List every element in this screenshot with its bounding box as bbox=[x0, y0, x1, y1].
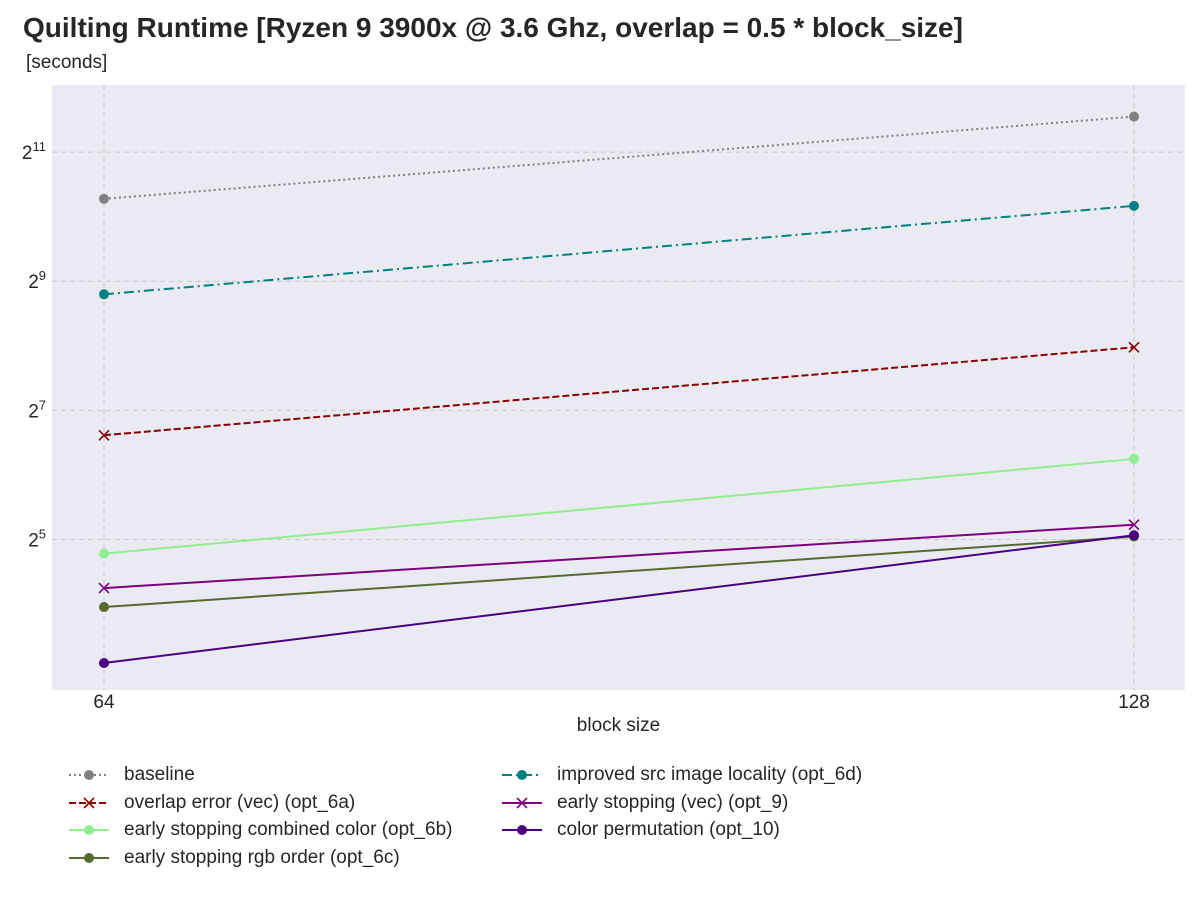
legend-marker bbox=[84, 825, 94, 835]
series-line bbox=[103, 523, 1135, 590]
legend-item: early stopping rgb order (opt_6c) bbox=[68, 845, 400, 871]
data-point bbox=[99, 193, 109, 204]
data-point bbox=[1129, 453, 1139, 464]
data-point bbox=[1129, 530, 1139, 541]
y-tick-label: 27 bbox=[28, 397, 46, 422]
series-line bbox=[103, 457, 1135, 555]
x-tick-label: 64 bbox=[93, 692, 115, 713]
series-line bbox=[103, 534, 1135, 664]
legend-marker bbox=[84, 852, 94, 863]
series-line bbox=[103, 346, 1135, 437]
legend-marker bbox=[517, 825, 527, 835]
legend-swatch bbox=[69, 770, 109, 780]
data-point bbox=[1129, 200, 1139, 211]
legend-item: improved src image locality (opt_6d) bbox=[501, 762, 862, 788]
legend-label: improved src image locality (opt_6d) bbox=[557, 764, 863, 785]
legend-marker bbox=[516, 796, 528, 809]
legend-marker bbox=[517, 770, 527, 780]
series-5 bbox=[98, 519, 1140, 594]
data-point bbox=[99, 658, 109, 668]
series-line bbox=[103, 535, 1135, 609]
series-1 bbox=[98, 341, 1140, 441]
legend-swatch bbox=[69, 825, 109, 835]
data-point bbox=[98, 429, 110, 441]
legend-marker bbox=[84, 770, 94, 780]
legend-swatch bbox=[502, 796, 542, 809]
legend-label: early stopping rgb order (opt_6c) bbox=[124, 846, 400, 868]
legend-label: early stopping (vec) (opt_9) bbox=[557, 791, 789, 813]
series-line bbox=[103, 204, 1135, 296]
series-2 bbox=[99, 453, 1139, 559]
plot-area bbox=[52, 85, 1185, 690]
legend-label: baseline bbox=[124, 764, 195, 785]
legend-item: early stopping combined color (opt_6b) bbox=[68, 817, 452, 843]
x-tick-label: 128 bbox=[1118, 692, 1150, 713]
data-point bbox=[98, 582, 110, 594]
chart-title: Quilting Runtime [Ryzen 9 3900x @ 3.6 Gh… bbox=[23, 12, 963, 43]
legend-swatch bbox=[502, 770, 542, 780]
legend-marker bbox=[83, 796, 95, 809]
y-tick-label: 29 bbox=[28, 268, 46, 293]
legend-item: early stopping (vec) (opt_9) bbox=[501, 790, 788, 816]
data-point bbox=[99, 602, 109, 613]
legend-swatch bbox=[69, 852, 109, 863]
legend-item: baseline bbox=[68, 762, 195, 788]
legend-label: color permutation (opt_10) bbox=[557, 819, 780, 840]
legend-item: overlap error (vec) (opt_6a) bbox=[68, 790, 355, 816]
legend-swatch bbox=[502, 825, 542, 835]
series-4 bbox=[99, 200, 1139, 300]
chart-subtitle: [seconds] bbox=[26, 52, 108, 73]
data-point bbox=[99, 548, 109, 559]
x-axis-label: block size bbox=[577, 715, 660, 736]
series-0 bbox=[99, 111, 1139, 204]
legend-label: early stopping combined color (opt_6b) bbox=[124, 819, 453, 840]
line-chart: 25 27 29 211 64 128 block size bbox=[22, 85, 1185, 736]
data-point bbox=[1128, 341, 1140, 353]
data-point bbox=[99, 289, 109, 300]
data-point bbox=[1129, 111, 1139, 122]
data-point bbox=[1128, 519, 1140, 531]
legend-swatch bbox=[69, 796, 109, 809]
y-tick-label: 25 bbox=[28, 527, 46, 552]
series-6 bbox=[99, 530, 1139, 668]
series-line bbox=[103, 115, 1135, 200]
y-tick-label: 211 bbox=[22, 139, 46, 164]
legend-item: color permutation (opt_10) bbox=[501, 817, 780, 843]
legend-label: overlap error (vec) (opt_6a) bbox=[124, 791, 356, 813]
